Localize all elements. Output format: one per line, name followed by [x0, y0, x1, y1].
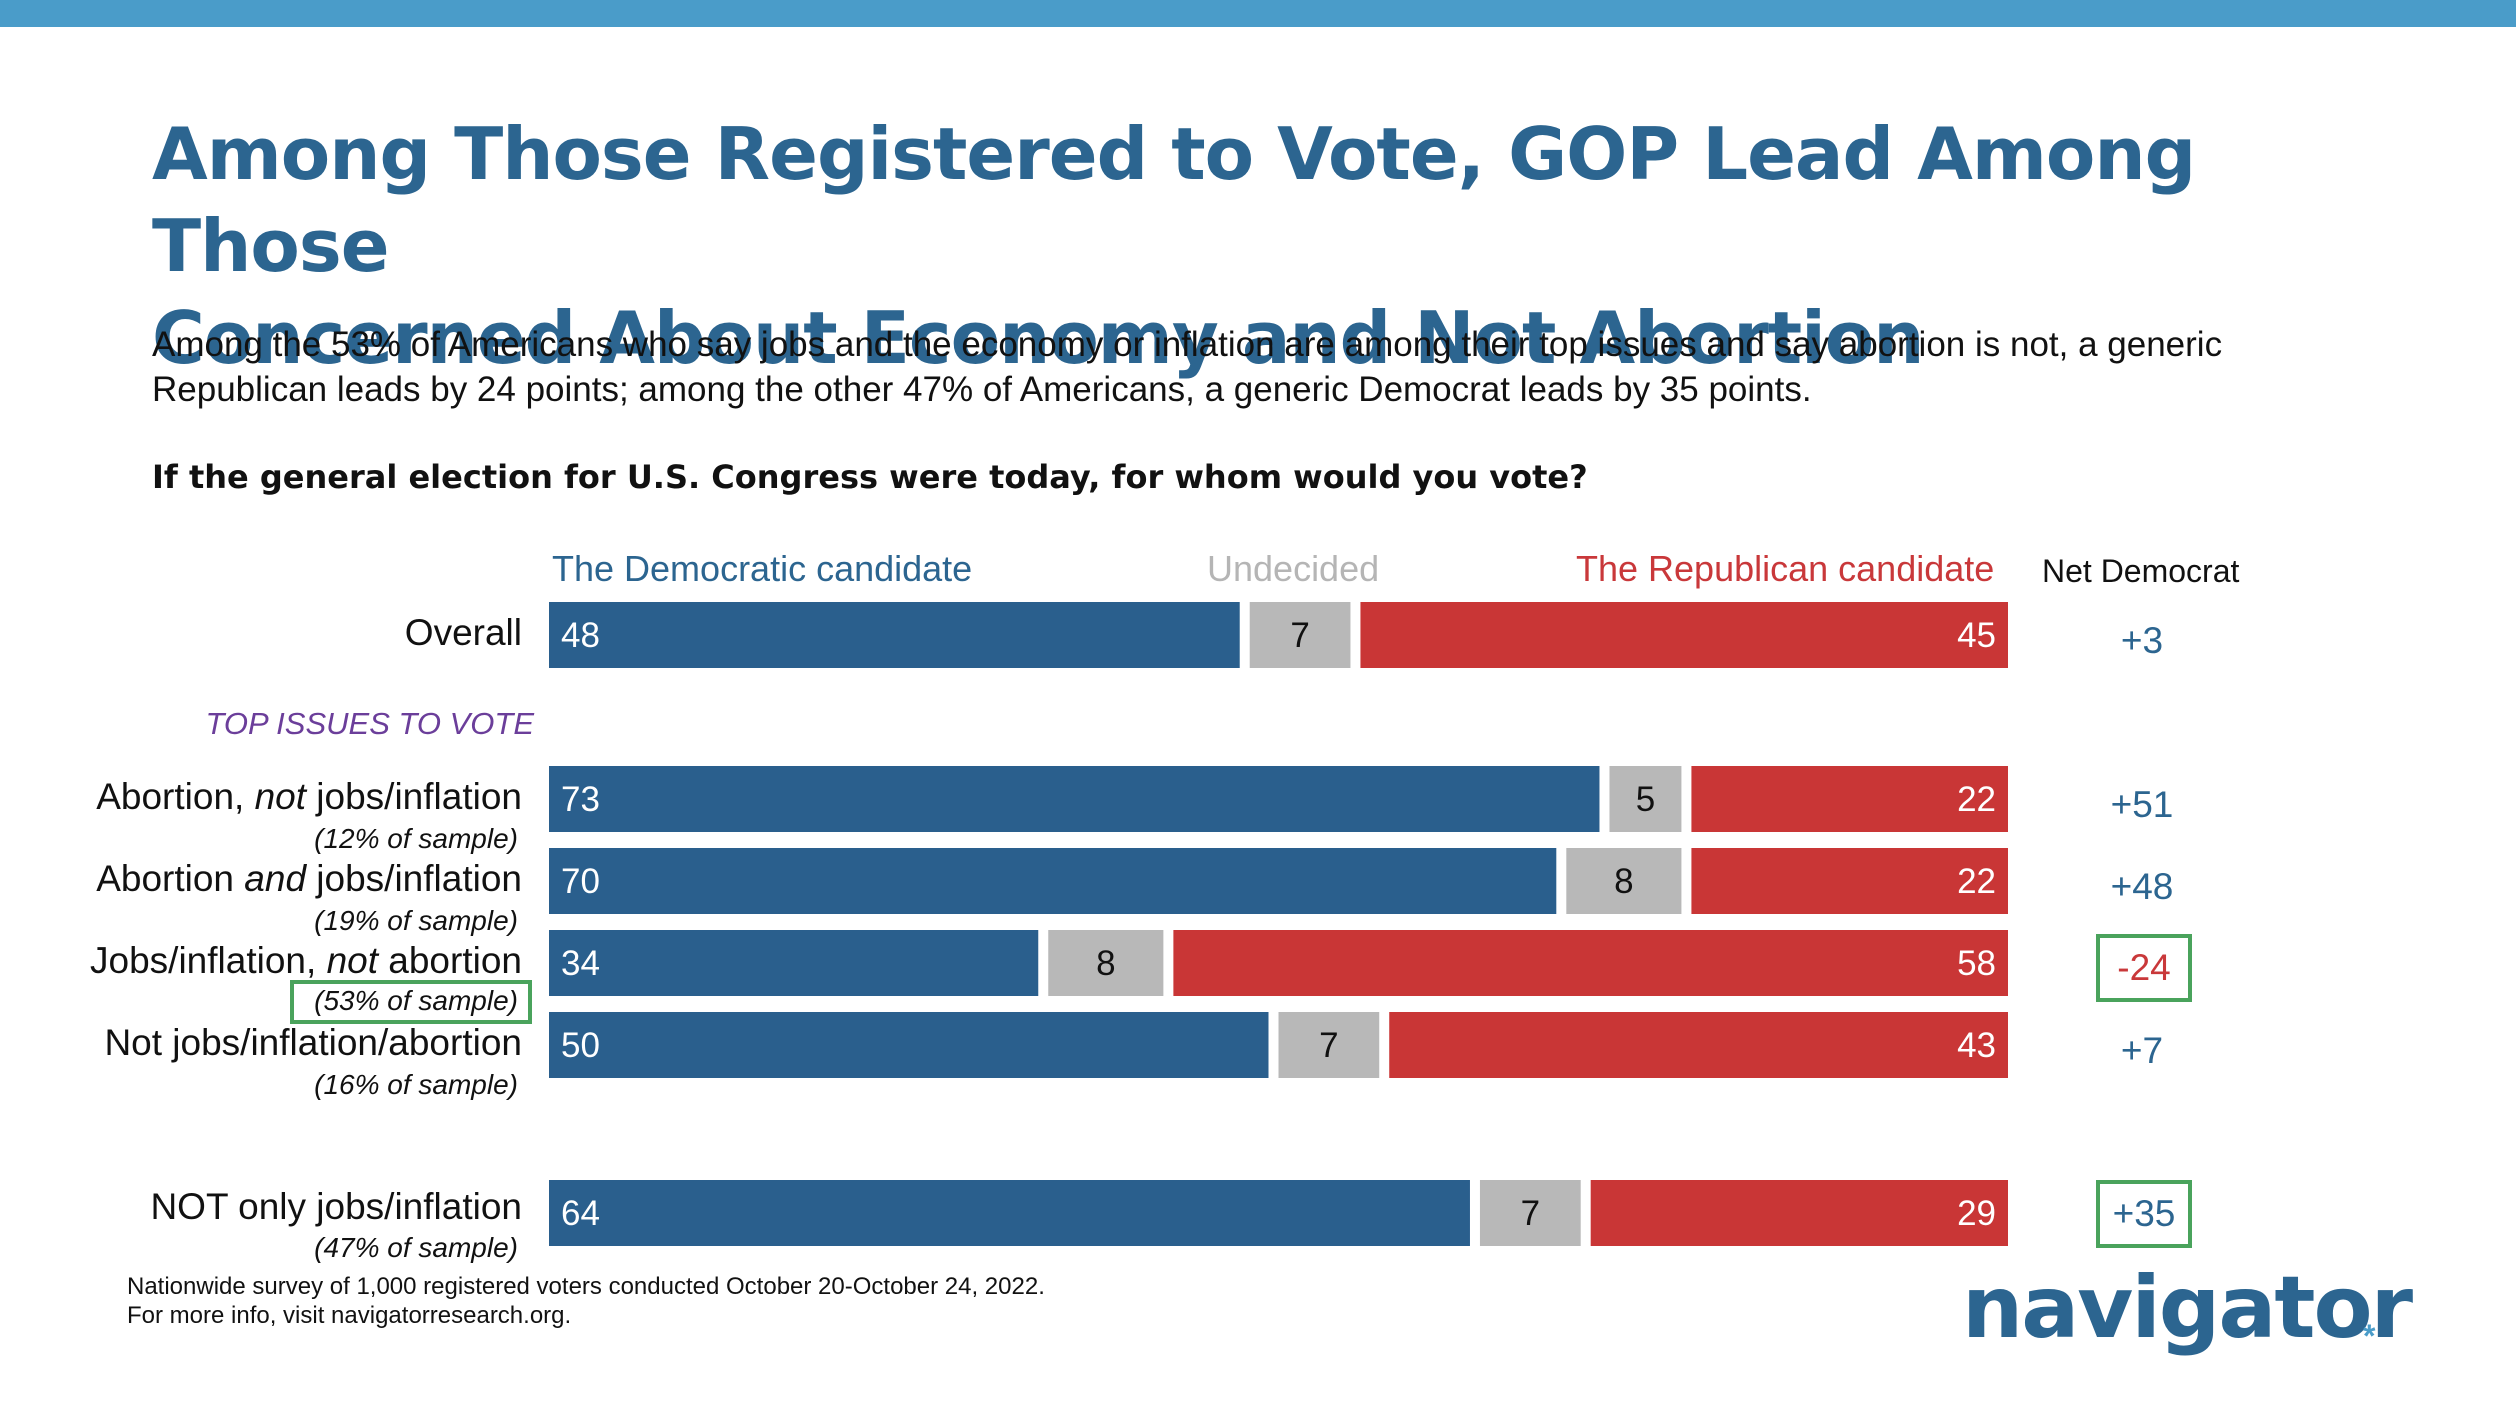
row-sub-abortion-and-jobs: (19% of sample): [314, 905, 518, 936]
section-label-top-issues: TOP ISSUES TO VOTE: [205, 706, 534, 741]
row-label-not-jobs-abortion: Not jobs/inflation/abortion: [104, 1022, 522, 1064]
row-label-text: NOT only jobs/inflation: [150, 1186, 522, 1227]
title-line-2: Concerned About Economy and Not Abortion: [152, 296, 1925, 380]
footnote: Nationwide survey of 1,000 registered vo…: [127, 1272, 1045, 1330]
net-value-jobs-not-abortion: -24: [2096, 934, 2192, 1002]
bar-label-rep-0: 45: [1957, 616, 1996, 655]
bar-label-dem-5: 64: [561, 1194, 600, 1233]
net-value-abortion-not-jobs: +51: [2110, 784, 2174, 825]
row-label-text: jobs/inflation: [306, 776, 522, 817]
bar-label-rep-3: 58: [1957, 944, 1996, 983]
bar-und-0: [1249, 602, 1351, 668]
survey-question: If the general election for U.S. Congres…: [152, 458, 1588, 496]
bar-dem-5: [549, 1180, 1470, 1246]
subtitle-line-2: Republican leads by 24 points; among the…: [152, 370, 1812, 409]
bar-label-dem-3: 34: [561, 944, 600, 983]
bar-rep-0: [1360, 602, 2008, 668]
bar-label-und-2: 8: [1614, 862, 1633, 901]
bar-dem-3: [549, 930, 1039, 996]
bar-label-rep-4: 43: [1957, 1026, 1996, 1065]
bar-und-3: [1048, 930, 1164, 996]
bar-und-2: [1566, 848, 1682, 914]
row-label-text: Abortion,: [96, 776, 255, 817]
legend-undecided: Undecided: [1207, 548, 1380, 589]
bar-rep-4: [1389, 1012, 2008, 1078]
title-line-1: Among Those Registered to Vote, GOP Lead…: [152, 112, 2196, 288]
bar-label-dem-1: 73: [561, 780, 600, 819]
row-label-emphasis: not: [254, 776, 307, 817]
bar-rep-2: [1691, 848, 2008, 914]
row-label-text: Jobs/inflation,: [90, 940, 327, 981]
logo-star-icon: *: [2363, 1318, 2376, 1354]
row-label-not-only-jobs: NOT only jobs/inflation: [150, 1186, 522, 1228]
bar-label-und-1: 5: [1636, 780, 1655, 819]
bar-label-dem-2: 70: [561, 862, 600, 901]
row-label-text: Overall: [404, 612, 522, 653]
net-value-not-only-jobs: +35: [2096, 1180, 2192, 1248]
row-label-emphasis: not: [326, 940, 378, 981]
bar-label-rep-2: 22: [1957, 862, 1996, 901]
bar-label-und-0: 7: [1290, 616, 1309, 655]
subtitle: Among the 53% of Americans who say jobs …: [152, 322, 2452, 412]
row-label-overall: Overall: [405, 612, 522, 654]
bar-label-und-3: 8: [1096, 944, 1115, 983]
page-title: Among Those Registered to Vote, GOP Lead…: [152, 108, 2452, 384]
navigator-logo: navigator: [1962, 1258, 2413, 1358]
subtitle-line-1: Among the 53% of Americans who say jobs …: [152, 325, 2223, 364]
legend-democratic: The Democratic candidate: [552, 548, 973, 589]
row-label-text: Abortion: [96, 858, 245, 899]
row-label-emphasis: and: [244, 858, 307, 899]
bar-label-und-4: 7: [1319, 1026, 1338, 1065]
footnote-line-2: For more info, visit navigatorresearch.o…: [127, 1302, 572, 1329]
net-value-abortion-and-jobs: +48: [2110, 866, 2174, 907]
highlight-box-sample: [290, 980, 532, 1024]
bar-dem-0: [549, 602, 1240, 668]
bar-dem-1: [549, 766, 1600, 832]
bar-label-und-5: 7: [1521, 1194, 1540, 1233]
row-label-text: abortion: [378, 940, 522, 981]
row-sub-not-jobs-abortion: (16% of sample): [314, 1069, 518, 1100]
legend-net-democrat: Net Democrat: [2042, 553, 2240, 589]
bar-und-4: [1278, 1012, 1380, 1078]
row-sub-not-only-jobs: (47% of sample): [314, 1232, 518, 1263]
bar-und-1: [1609, 766, 1682, 832]
row-label-abortion-and-jobs: Abortion and jobs/inflation: [96, 858, 522, 900]
bar-rep-5: [1590, 1180, 2008, 1246]
footnote-line-1: Nationwide survey of 1,000 registered vo…: [127, 1273, 1045, 1300]
row-sub-abortion-not-jobs: (12% of sample): [314, 823, 518, 854]
bar-rep-3: [1173, 930, 2008, 996]
bar-rep-1: [1691, 766, 2008, 832]
row-sub-jobs-not-abortion: (53% of sample): [314, 985, 518, 1016]
row-label-jobs-not-abortion: Jobs/inflation, not abortion: [90, 940, 522, 982]
net-value-overall: +3: [2120, 620, 2164, 661]
bar-dem-2: [549, 848, 1557, 914]
bar-label-dem-0: 48: [561, 616, 600, 655]
row-label-text: jobs/inflation: [306, 858, 522, 899]
row-label-text: Not jobs/inflation/abortion: [104, 1022, 522, 1063]
legend-republican: The Republican candidate: [1576, 548, 1995, 589]
row-label-abortion-not-jobs: Abortion, not jobs/inflation: [96, 776, 522, 818]
bar-und-5: [1479, 1180, 1581, 1246]
net-value-not-jobs-abortion: +7: [2120, 1030, 2164, 1071]
bar-label-dem-4: 50: [561, 1026, 600, 1065]
bar-dem-4: [549, 1012, 1269, 1078]
bar-label-rep-5: 29: [1957, 1194, 1996, 1233]
bar-label-rep-1: 22: [1957, 780, 1996, 819]
top-accent-bar: [0, 0, 2516, 27]
